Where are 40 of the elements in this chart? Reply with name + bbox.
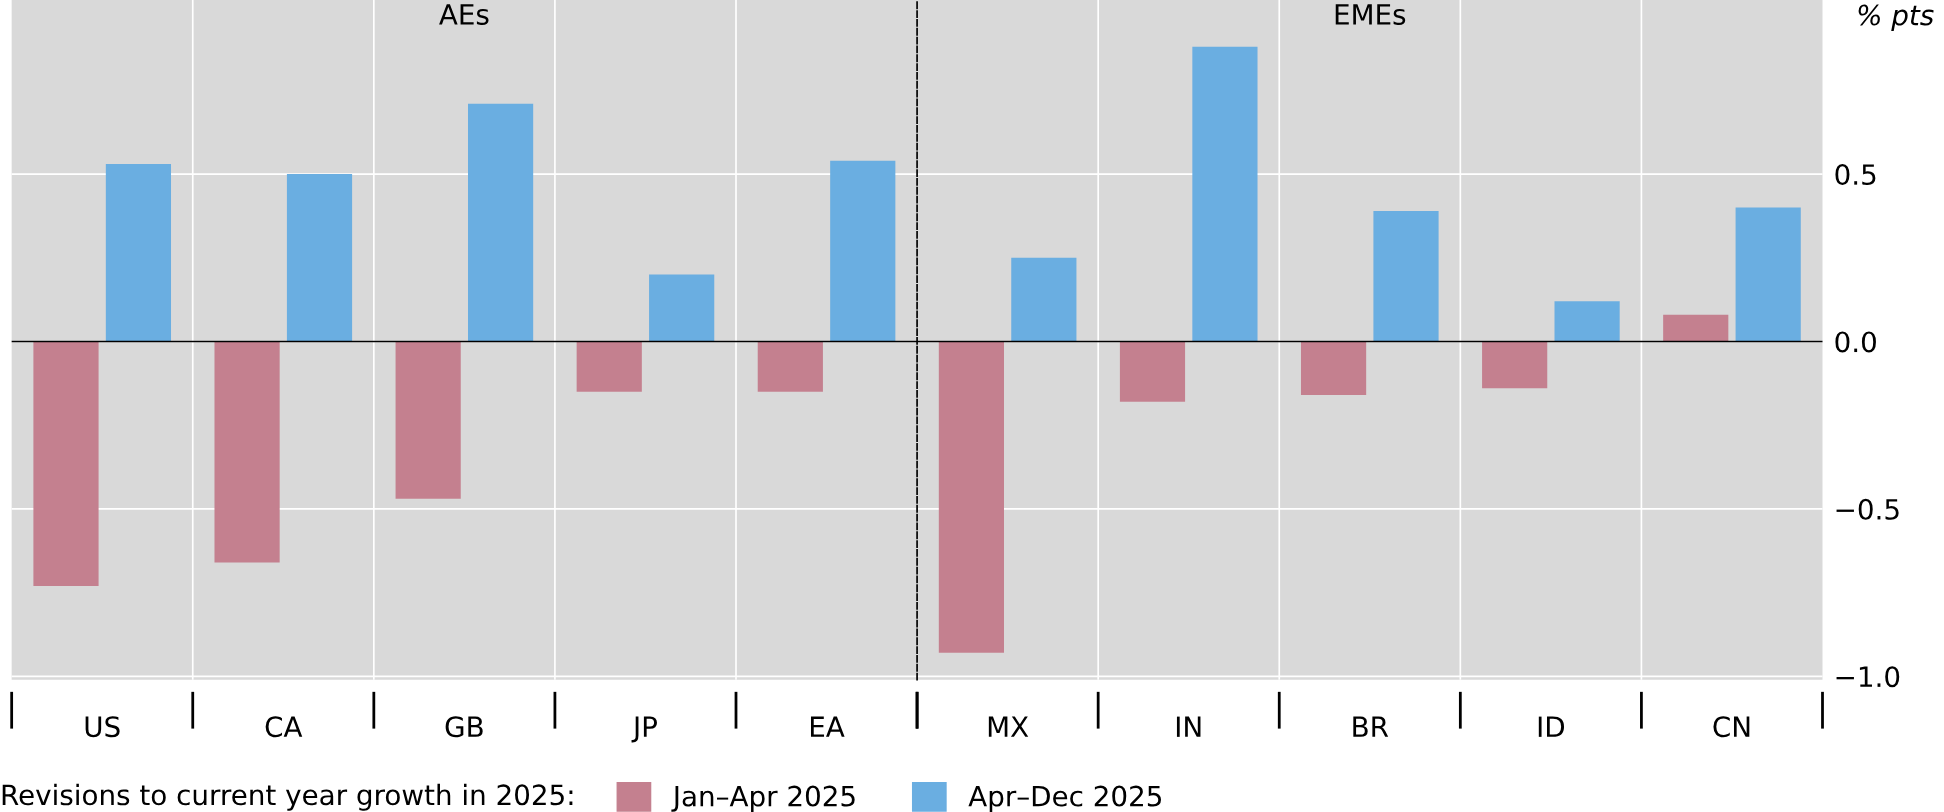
bar: [467, 103, 534, 342]
bar: [1192, 46, 1258, 342]
bar: [576, 341, 642, 392]
y-tick-label: −0.5: [1836, 498, 1899, 520]
bar: [938, 341, 1004, 653]
legend-title: Revisions to current year growth in 2025:: [2, 783, 573, 811]
x-tick-label: JP: [631, 716, 657, 743]
bar: [1300, 341, 1367, 396]
y-tick-label: 0.0: [1835, 331, 1876, 353]
bar: [649, 274, 715, 342]
bar: [1663, 314, 1729, 342]
bar: [1119, 341, 1186, 402]
x-tick-label: GB: [445, 716, 483, 738]
bar: [757, 341, 823, 392]
x-tick-label: US: [85, 716, 120, 738]
bar: [1735, 207, 1801, 342]
bar: [1554, 301, 1620, 342]
bar: [1011, 257, 1077, 342]
bar: [830, 160, 896, 342]
x-tick-label: EA: [810, 716, 845, 737]
x-tick-label: IN: [1176, 716, 1201, 737]
x-tick-label: ID: [1538, 716, 1565, 737]
chart-title: EMEs: [1335, 4, 1406, 25]
bar: [286, 174, 353, 342]
x-tick-label: CN: [1713, 716, 1750, 738]
x-tick-label: BR: [1353, 716, 1389, 737]
x-tick-label: CA: [265, 716, 303, 738]
y-tick-label: −1.0: [1836, 666, 1900, 688]
bar: [395, 341, 461, 499]
legend-label: Apr–Dec 2025: [968, 785, 1161, 812]
bar: [1373, 210, 1439, 342]
x-tick-label: MX: [988, 716, 1029, 737]
bar: [33, 341, 99, 586]
y-axis-title: % pts: [1858, 4, 1934, 31]
bar: [105, 164, 172, 342]
y-tick-label: 0.5: [1835, 164, 1876, 186]
chart-title: AEs: [439, 4, 489, 25]
legend-label: Jan–Apr 2025: [671, 785, 855, 812]
bar: [1482, 341, 1548, 389]
bar: [214, 341, 280, 563]
